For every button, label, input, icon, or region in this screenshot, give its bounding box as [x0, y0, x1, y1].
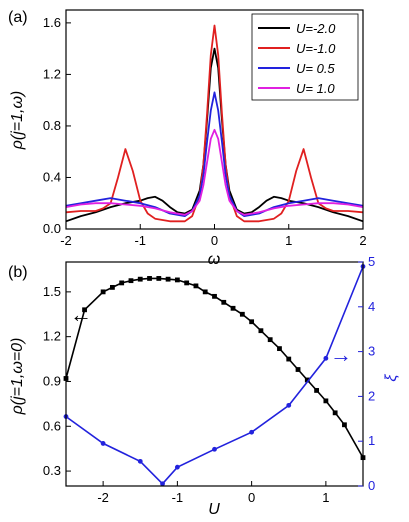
panel-a-series-group: [65, 24, 364, 223]
data-point: [174, 277, 180, 283]
data-point: [184, 280, 190, 286]
x-tick-label: -2: [97, 490, 109, 505]
legend-label: U=-1.0: [296, 41, 336, 56]
right-arrow-annotation: →: [330, 342, 352, 367]
y-tick-label: 1.5: [43, 284, 61, 299]
x-tick-label: 1: [322, 490, 329, 505]
data-point: [286, 356, 292, 362]
data-point: [82, 307, 87, 313]
y2-tick-label: 4: [368, 299, 375, 314]
data-point: [193, 283, 199, 289]
x-tick-label: 1: [285, 233, 292, 248]
data-point: [323, 398, 329, 404]
x-tick-label: -1: [172, 490, 184, 505]
data-point: [119, 280, 125, 286]
panel-a-label: (a): [8, 9, 28, 26]
y2-tick-label: 1: [368, 433, 375, 448]
y-tick-label: 1.2: [43, 329, 61, 344]
data-point: [137, 458, 143, 464]
data-point: [212, 293, 217, 299]
y2-tick-label: 2: [368, 388, 375, 403]
panel-a-ylabel: ρ(j=1,ω): [9, 91, 26, 151]
series-line-2: [65, 24, 364, 223]
y-tick-label: 1.6: [43, 15, 61, 30]
x-tick-label: 2: [359, 233, 366, 248]
y-tick-label: 0.0: [43, 221, 61, 236]
data-point: [286, 402, 292, 408]
legend-label: U= 0.5: [296, 61, 335, 76]
data-point: [304, 377, 310, 383]
data-point: [295, 367, 301, 372]
x-tick-label: 0: [211, 233, 218, 248]
data-point: [165, 276, 171, 282]
data-point: [314, 388, 319, 393]
panel-b-label: (b): [8, 264, 28, 281]
panel-a-legend: U=-2.0 U=-1.0 U= 0.5 U= 1.0: [251, 13, 359, 101]
data-point: [249, 429, 255, 435]
y-tick-label: 0.4: [43, 169, 61, 184]
panel-b-series-group: [63, 264, 366, 487]
panel-a-xlabel: ω: [208, 251, 220, 268]
series-line-4: [65, 128, 364, 216]
panel-a: (a) -2 -1 0 1 2 0.0 0.4 0.8 1.2 1.6 ω ρ(j=1,ω) U=…: [8, 9, 367, 268]
data-point: [267, 337, 273, 343]
panel-b-ticks: -2 -1 0 1 0.3 0.6 0.9 1.2 1.5 0 1 2 3 4 5: [43, 254, 375, 505]
data-point: [212, 446, 217, 452]
panel-b-frame: [65, 261, 364, 487]
data-point: [156, 276, 162, 281]
data-point: [100, 441, 106, 446]
panel-a-ticks: -2 -1 0 1 2 0.0 0.4 0.8 1.2 1.6: [43, 15, 367, 248]
panel-b-xlabel: U: [208, 501, 220, 518]
data-point: [160, 481, 165, 487]
panel-b: (b) -2 -1 0 1 0.3 0.6 0.9 1.2 1.5 0 1 2 3 4 5 U ρ(j=1,…: [8, 254, 400, 518]
data-point: [202, 289, 208, 295]
data-point: [137, 276, 143, 282]
x-tick-label: -1: [134, 233, 146, 248]
data-point: [249, 319, 255, 325]
data-point: [128, 278, 134, 284]
data-point: [323, 355, 329, 361]
panel-b-series-line-2: [65, 266, 364, 485]
legend-label: U=-2.0: [296, 21, 336, 36]
y-tick-label: 0.9: [43, 373, 61, 388]
data-point: [258, 328, 264, 334]
y2-tick-label: 3: [368, 344, 375, 359]
data-point: [174, 464, 180, 470]
data-point: [342, 422, 347, 428]
legend-label: U= 1.0: [296, 81, 335, 96]
data-point: [221, 299, 227, 305]
data-point: [147, 276, 152, 281]
y-tick-label: 0.6: [43, 418, 61, 433]
data-point: [230, 305, 236, 311]
data-point: [110, 284, 115, 290]
y-tick-label: 0.8: [43, 118, 61, 133]
data-point: [239, 311, 245, 317]
panel-b-ylabel: ρ(j=1,ω=0): [9, 338, 26, 416]
x-tick-label: 0: [248, 490, 255, 505]
data-point: [277, 346, 282, 352]
left-arrow-annotation: ←: [70, 302, 92, 327]
series-line-1: [65, 47, 364, 223]
data-point: [332, 410, 338, 416]
panel-b-y2label: ξ: [383, 374, 400, 382]
x-tick-label: -2: [60, 233, 72, 248]
y2-tick-label: 5: [368, 254, 375, 269]
y2-tick-label: 0: [368, 478, 375, 493]
data-point: [100, 289, 106, 295]
y-tick-label: 0.3: [43, 463, 61, 478]
series-line-3: [65, 91, 364, 217]
y-tick-label: 1.2: [43, 66, 61, 81]
